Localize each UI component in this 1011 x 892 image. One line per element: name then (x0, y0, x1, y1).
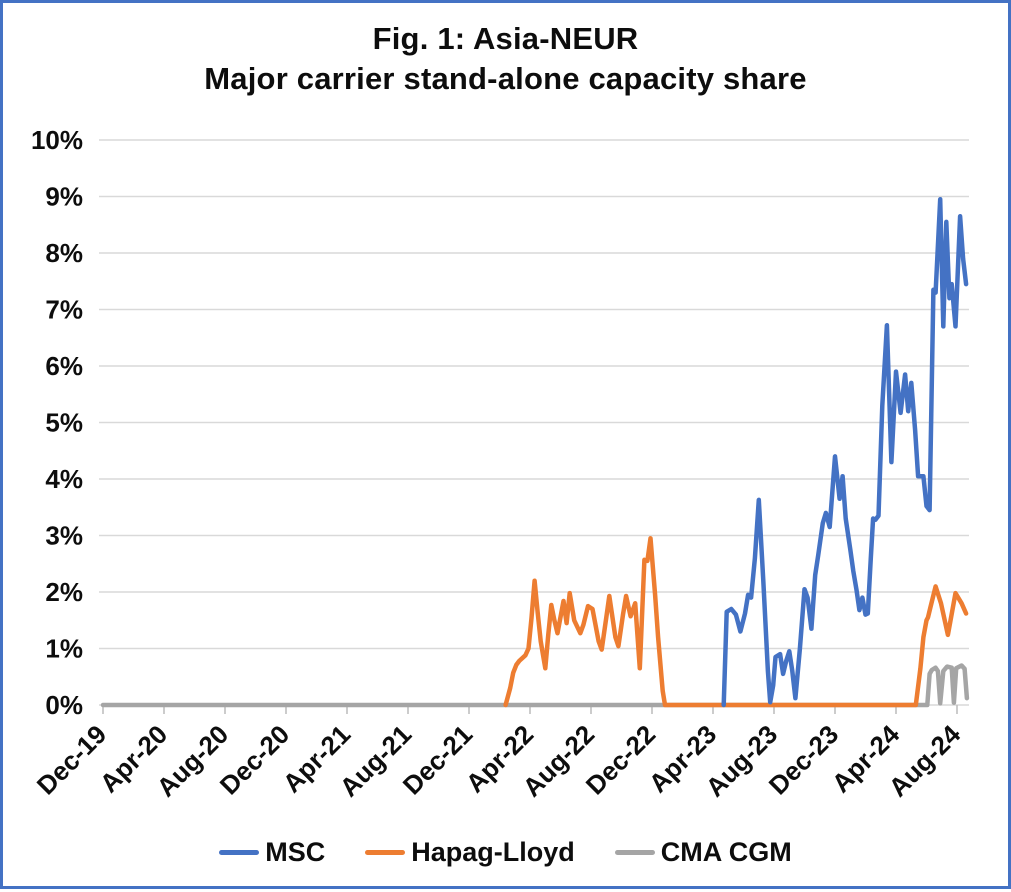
legend-swatch-msc (219, 850, 260, 855)
y-tick-label-9pct: 9% (45, 182, 83, 212)
y-tick-label-2pct: 2% (45, 577, 83, 607)
series-line-msc[interactable] (721, 197, 969, 708)
legend-label-msc: MSC (265, 837, 326, 867)
chart-subtitle: Major carrier stand-alone capacity share (204, 61, 807, 97)
legend-swatch-cma-cgm (614, 850, 655, 855)
series-line-cma-cgm[interactable] (100, 663, 970, 708)
chart-title-block: Fig. 1: Asia-NEUR Major carrier stand-al… (3, 19, 1008, 100)
y-tick-label-5pct: 5% (45, 408, 83, 438)
x-tick-label-Dec-22: Dec-22 (580, 719, 662, 801)
y-tick-label-3pct: 3% (45, 521, 83, 551)
x-tick-label-Dec-21: Dec-21 (397, 719, 479, 801)
x-tick-label-Dec-23: Dec-23 (763, 719, 845, 801)
y-tick-label-10pct: 10% (31, 125, 83, 155)
plot-area: 10%9%8%7%6%5%4%3%2%1%0%Dec-19Apr-20Aug-2… (31, 125, 970, 803)
y-tick-label-8pct: 8% (45, 238, 83, 268)
x-tick-label-Dec-19: Dec-19 (31, 719, 113, 801)
x-tick-label-Dec-20: Dec-20 (214, 719, 296, 801)
y-tick-label-0pct: 0% (45, 690, 83, 720)
y-tick-label-6pct: 6% (45, 351, 83, 381)
legend-item-msc[interactable]: MSC (219, 837, 325, 868)
legend-item-hapag-lloyd[interactable]: Hapag-Lloyd (365, 837, 575, 868)
y-tick-label-4pct: 4% (45, 464, 83, 494)
chart-title: Fig. 1: Asia-NEUR (372, 21, 639, 56)
series-line-hapag-lloyd[interactable] (503, 536, 969, 708)
legend: MSC Hapag-Lloyd CMA CGM (3, 837, 1008, 868)
legend-label-cma-cgm: CMA CGM (660, 837, 792, 867)
y-tick-label-7pct: 7% (45, 295, 83, 325)
legend-swatch-hapag-lloyd (365, 850, 406, 855)
legend-item-cma-cgm[interactable]: CMA CGM (614, 837, 792, 868)
legend-label-hapag-lloyd: Hapag-Lloyd (411, 837, 575, 867)
y-tick-label-1pct: 1% (45, 634, 83, 664)
